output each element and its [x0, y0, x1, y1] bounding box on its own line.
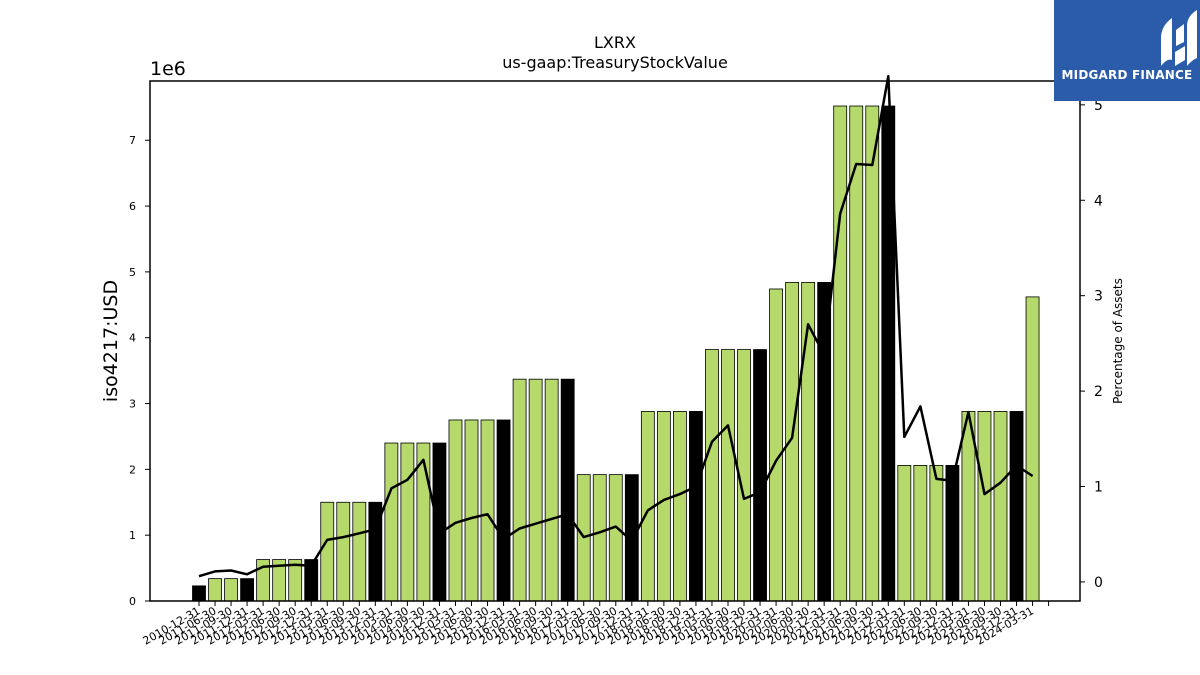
y2-tick-label: 2 — [1094, 384, 1103, 400]
y2-tick-label: 1 — [1094, 480, 1103, 496]
y2-tick-label: 5 — [1094, 98, 1103, 114]
bar — [817, 282, 832, 602]
y-tick-label: 7 — [129, 134, 136, 147]
bar — [705, 349, 719, 602]
y-tick-label: 3 — [129, 398, 136, 411]
bar — [224, 578, 238, 602]
bar — [544, 378, 559, 602]
x-axis-ticks: 2010-12-312011-06-302011-09-302011-12-31… — [141, 601, 1050, 648]
bar — [384, 442, 399, 602]
midgard-finance-logo: MIDGARD FINANCE — [1054, 0, 1200, 101]
bar — [833, 105, 848, 602]
bar — [336, 501, 351, 602]
bar — [208, 578, 222, 602]
bar — [913, 465, 928, 602]
bar — [400, 442, 415, 602]
bar — [192, 585, 206, 602]
bar — [769, 288, 783, 602]
y-tick-label: 1 — [129, 529, 136, 542]
bar — [897, 465, 912, 602]
bar — [656, 411, 671, 602]
bar — [448, 419, 463, 602]
bar — [929, 465, 944, 602]
y-tick-label: 4 — [129, 332, 136, 345]
y2-tick-label: 4 — [1094, 193, 1103, 209]
bar — [785, 282, 800, 602]
bar — [673, 411, 687, 602]
bar — [608, 474, 623, 602]
left-axis-ticks: 0 1 2 3 4 5 6 7 — [129, 134, 150, 608]
percentage-of-assets-line — [198, 74, 1034, 578]
bar — [320, 501, 335, 602]
bar — [496, 419, 511, 602]
y2-axis-label: Percentage of Assets — [1111, 278, 1125, 404]
y-tick-label: 6 — [129, 200, 136, 213]
bar — [464, 419, 479, 602]
y-tick-label: 0 — [129, 595, 136, 608]
line-layer — [198, 74, 1034, 578]
bar — [689, 411, 703, 602]
bar — [945, 465, 960, 602]
y-multiplier-label: 1e6 — [150, 58, 186, 80]
bar — [977, 411, 992, 602]
chart-subtitle: us-gaap:TreasuryStockValue — [502, 53, 728, 72]
y-tick-label: 5 — [129, 266, 136, 279]
chart-title: LXRX — [594, 33, 636, 52]
logo-text: MIDGARD FINANCE — [1061, 68, 1193, 82]
plot-frame — [149, 80, 1081, 602]
y2-tick-label: 0 — [1094, 575, 1103, 591]
y-tick-label: 2 — [129, 463, 136, 476]
bar — [1009, 411, 1024, 602]
y2-tick-label: 3 — [1094, 289, 1103, 305]
bar — [512, 378, 527, 602]
bar — [753, 349, 767, 602]
bar — [432, 442, 447, 602]
y-axis-label: iso4217:USD — [100, 280, 122, 402]
bar — [993, 411, 1008, 602]
bar — [480, 419, 495, 602]
right-axis-ticks: 0 1 2 3 4 5 — [1080, 98, 1103, 591]
bar — [592, 474, 607, 602]
bar — [1025, 296, 1040, 602]
bar — [528, 378, 543, 602]
bar — [240, 578, 254, 602]
bar — [865, 105, 880, 602]
logo-mark-icon — [1161, 10, 1197, 66]
bar — [721, 349, 735, 602]
bar — [560, 378, 575, 602]
bar — [352, 501, 367, 602]
